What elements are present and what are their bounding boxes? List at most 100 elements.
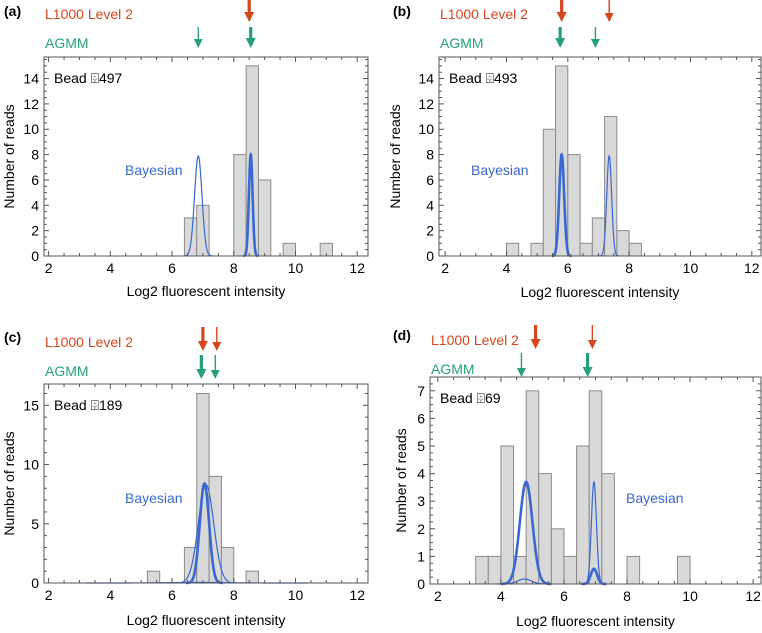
plot-frame xyxy=(43,56,369,257)
panel-label: (c) xyxy=(4,329,21,345)
bayesian-label: Bayesian xyxy=(626,490,684,506)
agmm-arrow-head xyxy=(196,369,207,379)
bayesian-label: Bayesian xyxy=(125,490,183,506)
y-tick-label: 0 xyxy=(417,576,425,592)
x-tick-label: 8 xyxy=(230,587,238,603)
agmm-arrow-head xyxy=(582,367,593,377)
y-axis-label: Number of reads xyxy=(393,428,409,532)
legend-l1000-label: L1000 Level 2 xyxy=(431,332,519,348)
panel-label: (a) xyxy=(4,3,21,19)
x-tick-label: 4 xyxy=(106,587,114,603)
x-tick-label: 10 xyxy=(288,260,304,276)
legend-agmm-label: AGMM xyxy=(45,363,89,379)
bayesian-label: Bayesian xyxy=(471,162,529,178)
y-axis-label: Number of reads xyxy=(387,104,403,208)
y-tick-label: 14 xyxy=(23,71,39,87)
y-tick-label: 7 xyxy=(417,383,425,399)
histogram-bar xyxy=(475,555,489,585)
agmm-arrow-head xyxy=(210,370,220,379)
y-tick-label: 6 xyxy=(426,172,434,188)
y-tick-label: 3 xyxy=(417,493,425,509)
histogram-bar xyxy=(616,230,630,257)
histogram-bar xyxy=(563,555,578,585)
histogram-bar xyxy=(676,555,691,585)
histogram-bar xyxy=(567,154,581,257)
x-axis-label: Log2 fluorescent intensity xyxy=(127,283,286,299)
l1000-arrow-head xyxy=(244,12,255,22)
agmm-arrow-head xyxy=(193,39,203,48)
y-tick-label: 5 xyxy=(31,516,39,532)
bayesian-curve xyxy=(185,481,224,585)
histogram-bar xyxy=(542,128,557,257)
histogram-bar xyxy=(282,242,296,257)
x-tick-label: 2 xyxy=(434,588,442,604)
x-tick-label: 6 xyxy=(168,587,176,603)
x-tick-label: 8 xyxy=(623,588,631,604)
x-tick-label: 12 xyxy=(349,587,365,603)
x-tick-label: 10 xyxy=(288,587,304,603)
agmm-arrow-head xyxy=(555,38,566,48)
bead-label: Bead ⌹493 xyxy=(449,70,518,86)
l1000-arrow-head xyxy=(212,342,222,351)
agmm-arrow-head xyxy=(516,368,526,377)
legend-agmm-label: AGMM xyxy=(440,35,484,51)
x-tick-label: 6 xyxy=(168,260,176,276)
x-tick-label: 2 xyxy=(441,260,449,276)
x-tick-label: 2 xyxy=(45,587,53,603)
agmm-arrow-head xyxy=(590,39,600,48)
l1000-arrow-head xyxy=(587,340,597,349)
x-axis-label: Log2 fluorescent intensity xyxy=(516,613,675,629)
y-tick-label: 2 xyxy=(426,223,434,239)
y-tick-label: 6 xyxy=(31,172,39,188)
y-tick-label: 6 xyxy=(417,410,425,426)
bayesian-label: Bayesian xyxy=(125,162,183,178)
x-tick-label: 4 xyxy=(106,260,114,276)
x-tick-label: 12 xyxy=(744,260,760,276)
bayesian-curve xyxy=(243,151,259,258)
y-axis-label: Number of reads xyxy=(1,104,17,208)
legend-l1000-label: L1000 Level 2 xyxy=(440,6,528,22)
bead-label: Bead ⌹189 xyxy=(54,397,123,413)
bayesian-curve xyxy=(500,480,552,586)
histogram-bar xyxy=(588,390,603,585)
y-tick-label: 4 xyxy=(31,197,39,213)
legend-l1000-label: L1000 Level 2 xyxy=(45,6,133,22)
x-tick-label: 12 xyxy=(745,588,761,604)
y-axis-label: Number of reads xyxy=(1,431,17,535)
y-tick-label: 14 xyxy=(418,71,434,87)
legend-agmm-label: AGMM xyxy=(45,35,89,51)
y-tick-label: 8 xyxy=(426,147,434,163)
histogram-bar xyxy=(220,546,235,584)
legend-agmm-label: AGMM xyxy=(431,361,475,377)
x-tick-label: 12 xyxy=(349,260,365,276)
histogram-bar xyxy=(208,475,222,584)
plot-frame xyxy=(438,56,762,257)
x-tick-label: 6 xyxy=(560,588,568,604)
x-tick-label: 4 xyxy=(497,588,505,604)
bayesian-curve xyxy=(599,154,620,257)
bead-label: Bead ⌹69 xyxy=(440,390,501,406)
histogram-bar xyxy=(487,555,502,585)
y-tick-label: 10 xyxy=(418,121,434,137)
histogram-bar xyxy=(550,528,565,585)
x-axis-label: Log2 fluorescent intensity xyxy=(521,284,680,300)
y-tick-label: 10 xyxy=(23,121,39,137)
plot-frame xyxy=(43,383,369,584)
x-tick-label: 2 xyxy=(45,260,53,276)
histogram-bar xyxy=(628,242,642,257)
bayesian-curve xyxy=(183,155,214,257)
histogram-bar xyxy=(146,570,161,584)
bayesian-curve xyxy=(175,484,237,584)
histogram-bar xyxy=(245,570,259,584)
histogram-bar xyxy=(183,217,198,257)
y-tick-label: 5 xyxy=(417,438,425,454)
histogram-bar xyxy=(500,445,515,585)
y-tick-label: 2 xyxy=(31,223,39,239)
y-tick-label: 10 xyxy=(23,457,39,473)
histogram-bar xyxy=(505,242,520,257)
histogram-bar xyxy=(576,445,590,585)
y-tick-label: 12 xyxy=(418,96,434,112)
y-tick-label: 8 xyxy=(31,147,39,163)
